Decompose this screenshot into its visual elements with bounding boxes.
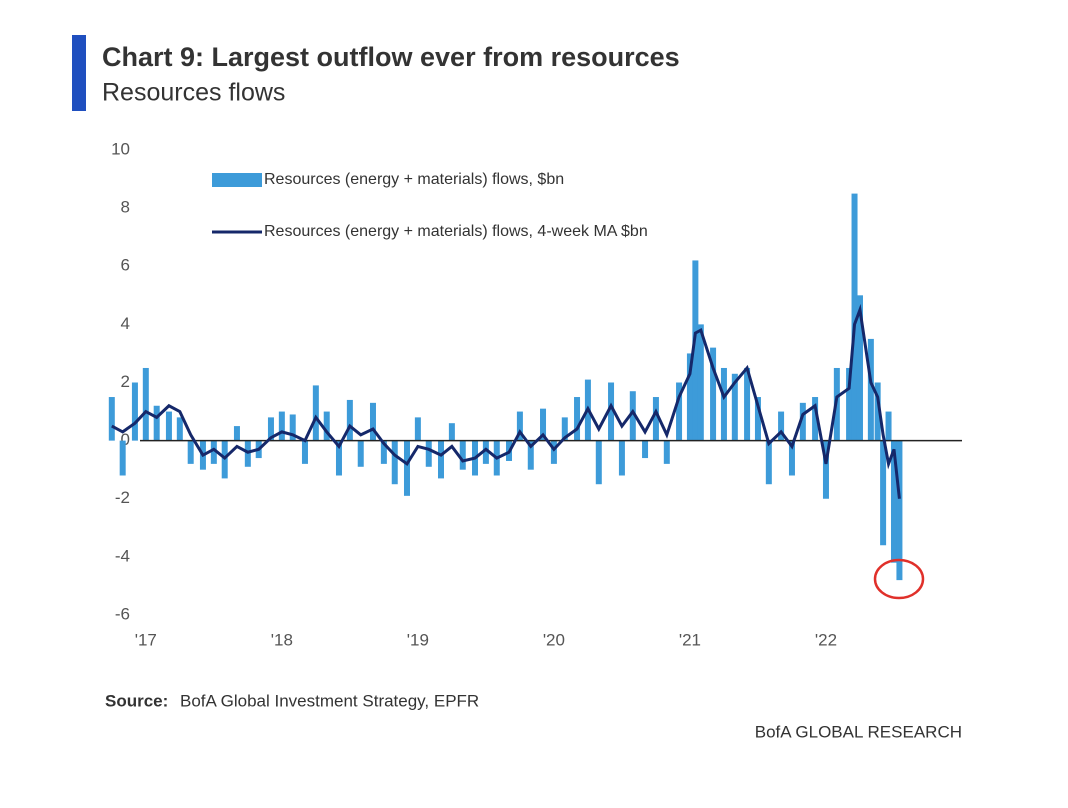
y-tick-label: 2 xyxy=(121,372,130,391)
bar xyxy=(896,440,903,581)
plot: -6 -4 -2 0 2 4 6 8 10 '17 '18 '19 '20 '21 '22 Resources… xyxy=(108,139,962,649)
bar xyxy=(391,440,398,485)
bar xyxy=(812,397,819,441)
bar xyxy=(720,367,727,441)
bar xyxy=(346,399,353,441)
x-tick-label: '20 xyxy=(543,630,565,649)
bar xyxy=(425,440,432,467)
bar xyxy=(686,353,693,441)
bar xyxy=(574,397,581,441)
bar xyxy=(778,411,785,441)
bar xyxy=(278,411,285,441)
bar xyxy=(153,405,160,441)
bar xyxy=(629,391,636,441)
x-tick-label: '17 xyxy=(135,630,157,649)
bar xyxy=(527,440,534,470)
bar xyxy=(663,440,670,464)
bar xyxy=(131,382,138,441)
bar xyxy=(403,440,410,496)
bar xyxy=(459,440,466,470)
bar xyxy=(550,440,557,464)
bar xyxy=(561,417,568,441)
chart-title: Chart 9: Largest outflow ever from resou… xyxy=(102,42,680,72)
bar xyxy=(765,440,772,485)
bar xyxy=(799,402,806,441)
y-tick-label: 4 xyxy=(121,314,130,333)
bar xyxy=(697,324,704,441)
bar xyxy=(323,411,330,441)
bar xyxy=(482,440,489,464)
bar xyxy=(142,367,149,441)
bar xyxy=(312,385,319,441)
bar xyxy=(652,397,659,441)
x-tick-label: '19 xyxy=(407,630,429,649)
bar xyxy=(301,440,308,464)
bar xyxy=(608,382,615,441)
bar xyxy=(176,417,183,441)
bar xyxy=(187,440,194,464)
bar xyxy=(233,426,240,441)
bar xyxy=(846,367,853,441)
y-tick-label: -6 xyxy=(115,604,130,623)
bar xyxy=(851,193,858,441)
bar xyxy=(642,440,649,459)
bar xyxy=(788,440,795,476)
bar xyxy=(710,347,717,441)
bar xyxy=(731,373,738,441)
bar xyxy=(357,440,364,467)
bar xyxy=(437,440,444,479)
legend-label: Resources (energy + materials) flows, $b… xyxy=(264,171,564,188)
legend-label: Resources (energy + materials) flows, 4-… xyxy=(264,223,648,240)
chart-subtitle: Resources flows xyxy=(102,79,285,107)
bar xyxy=(210,440,217,464)
bar xyxy=(754,397,761,441)
bar xyxy=(540,408,547,441)
x-tick-label: '22 xyxy=(815,630,837,649)
bar xyxy=(369,402,376,441)
bar xyxy=(856,295,863,441)
bar xyxy=(119,440,126,476)
x-tick-label: '18 xyxy=(271,630,293,649)
title-accent xyxy=(72,35,86,111)
bar xyxy=(380,440,387,464)
bar xyxy=(289,414,296,441)
brand: BofA GLOBAL RESEARCH xyxy=(755,722,962,741)
bar xyxy=(692,260,699,441)
y-tick-label: 0 xyxy=(121,430,130,449)
bar xyxy=(822,440,829,499)
bar xyxy=(885,411,892,441)
y-tick-label: -2 xyxy=(115,488,130,507)
bar xyxy=(448,423,455,441)
y-tick-label: -4 xyxy=(115,546,130,565)
y-tick-label: 10 xyxy=(111,139,130,158)
bar xyxy=(890,440,897,563)
highlight-circle xyxy=(873,558,925,600)
source-label: Source: xyxy=(105,691,168,710)
bar xyxy=(595,440,602,485)
bar xyxy=(676,382,683,441)
bar xyxy=(414,417,421,441)
bar xyxy=(874,382,881,441)
ma-line xyxy=(111,303,901,499)
y-tick-label: 6 xyxy=(121,256,130,275)
bar xyxy=(165,411,172,441)
y-tick-label: 8 xyxy=(121,198,130,217)
bar xyxy=(267,417,274,441)
bar xyxy=(618,440,625,476)
bar xyxy=(108,397,115,441)
x-tick-label: '21 xyxy=(679,630,701,649)
legend-swatch xyxy=(212,173,262,187)
source-text: BofA Global Investment Strategy, EPFR xyxy=(180,691,479,710)
bar xyxy=(335,440,342,476)
bar xyxy=(880,440,887,546)
bar xyxy=(516,411,523,441)
bar xyxy=(867,338,874,441)
bar xyxy=(744,367,751,441)
